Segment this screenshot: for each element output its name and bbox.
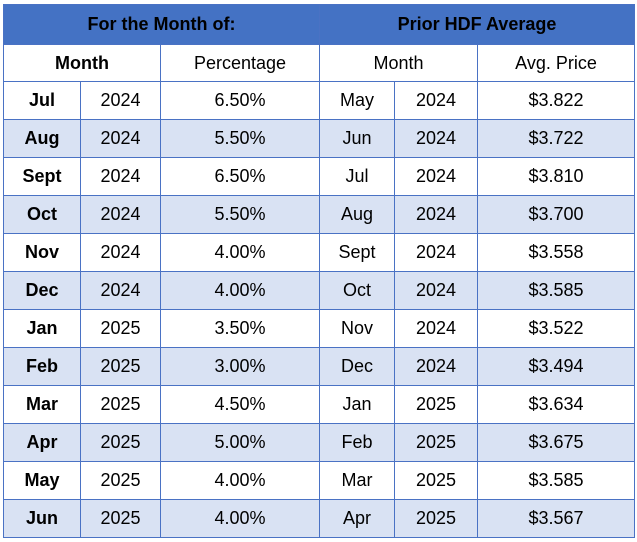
avg-price-cell: $3.585 <box>476 271 636 310</box>
prior-year-cell: 2024 <box>394 119 478 158</box>
banner-row: For the Month of: Prior HDF Average <box>3 4 636 45</box>
percentage-cell: 5.50% <box>160 195 320 234</box>
banner-right-title: Prior HDF Average <box>318 4 636 45</box>
header-percentage: Percentage <box>160 44 320 82</box>
percentage-cell: 5.50% <box>160 119 320 158</box>
prior-year-cell: 2024 <box>394 195 478 234</box>
prior-year-cell: 2024 <box>394 233 478 272</box>
month-cell: Mar <box>3 385 81 424</box>
percentage-cell: 4.00% <box>160 499 320 538</box>
column-header-row: Month Percentage Month Avg. Price <box>3 44 636 82</box>
prior-year-cell: 2025 <box>394 385 478 424</box>
year-cell: 2025 <box>80 499 161 538</box>
prior-year-cell: 2025 <box>394 461 478 500</box>
percentage-cell: 6.50% <box>160 81 320 120</box>
avg-price-cell: $3.822 <box>476 81 636 120</box>
year-cell: 2024 <box>80 233 161 272</box>
percentage-cell: 6.50% <box>160 157 320 196</box>
year-cell: 2024 <box>80 195 161 234</box>
percentage-cell: 4.00% <box>160 271 320 310</box>
table-row: Jan 2025 3.50% Nov 2024 $3.522 <box>3 309 636 348</box>
prior-month-cell: Jan <box>319 385 395 424</box>
year-cell: 2025 <box>80 423 161 462</box>
avg-price-cell: $3.810 <box>476 157 636 196</box>
percentage-cell: 4.50% <box>160 385 320 424</box>
header-month-right: Month <box>319 44 478 82</box>
percentage-cell: 4.00% <box>160 461 320 500</box>
table-row: Dec 2024 4.00% Oct 2024 $3.585 <box>3 271 636 310</box>
year-cell: 2024 <box>80 157 161 196</box>
avg-price-cell: $3.634 <box>476 385 636 424</box>
table-row: May 2025 4.00% Mar 2025 $3.585 <box>3 461 636 500</box>
prior-year-cell: 2025 <box>394 423 478 462</box>
prior-month-cell: Sept <box>319 233 395 272</box>
table-row: Aug 2024 5.50% Jun 2024 $3.722 <box>3 119 636 158</box>
year-cell: 2025 <box>80 461 161 500</box>
avg-price-cell: $3.700 <box>476 195 636 234</box>
banner-left-title: For the Month of: <box>3 4 320 45</box>
header-month-left: Month <box>3 44 161 82</box>
hdf-price-table: For the Month of: Prior HDF Average Mont… <box>3 4 636 538</box>
prior-year-cell: 2024 <box>394 81 478 120</box>
month-cell: Apr <box>3 423 81 462</box>
year-cell: 2024 <box>80 119 161 158</box>
prior-year-cell: 2024 <box>394 271 478 310</box>
year-cell: 2025 <box>80 385 161 424</box>
table-row: Oct 2024 5.50% Aug 2024 $3.700 <box>3 195 636 234</box>
prior-year-cell: 2024 <box>394 309 478 348</box>
month-cell: Oct <box>3 195 81 234</box>
avg-price-cell: $3.522 <box>476 309 636 348</box>
prior-month-cell: Nov <box>319 309 395 348</box>
prior-month-cell: Jul <box>319 157 395 196</box>
percentage-cell: 5.00% <box>160 423 320 462</box>
month-cell: Jun <box>3 499 81 538</box>
prior-year-cell: 2024 <box>394 157 478 196</box>
prior-month-cell: Feb <box>319 423 395 462</box>
month-cell: Dec <box>3 271 81 310</box>
month-cell: Jan <box>3 309 81 348</box>
year-cell: 2024 <box>80 271 161 310</box>
month-cell: Aug <box>3 119 81 158</box>
month-cell: Sept <box>3 157 81 196</box>
prior-month-cell: May <box>319 81 395 120</box>
month-cell: Nov <box>3 233 81 272</box>
prior-month-cell: Aug <box>319 195 395 234</box>
month-cell: May <box>3 461 81 500</box>
prior-month-cell: Apr <box>319 499 395 538</box>
percentage-cell: 3.50% <box>160 309 320 348</box>
prior-year-cell: 2025 <box>394 499 478 538</box>
table-row: Sept 2024 6.50% Jul 2024 $3.810 <box>3 157 636 196</box>
avg-price-cell: $3.722 <box>476 119 636 158</box>
table-row: Jul 2024 6.50% May 2024 $3.822 <box>3 81 636 120</box>
year-cell: 2025 <box>80 347 161 386</box>
month-cell: Jul <box>3 81 81 120</box>
avg-price-cell: $3.585 <box>476 461 636 500</box>
header-avg-price: Avg. Price <box>476 44 636 82</box>
prior-month-cell: Oct <box>319 271 395 310</box>
prior-year-cell: 2024 <box>394 347 478 386</box>
year-cell: 2024 <box>80 81 161 120</box>
prior-month-cell: Dec <box>319 347 395 386</box>
prior-month-cell: Mar <box>319 461 395 500</box>
table-row: Feb 2025 3.00% Dec 2024 $3.494 <box>3 347 636 386</box>
year-cell: 2025 <box>80 309 161 348</box>
avg-price-cell: $3.567 <box>476 499 636 538</box>
percentage-cell: 3.00% <box>160 347 320 386</box>
table-row: Jun 2025 4.00% Apr 2025 $3.567 <box>3 499 636 538</box>
avg-price-cell: $3.494 <box>476 347 636 386</box>
table-row: Nov 2024 4.00% Sept 2024 $3.558 <box>3 233 636 272</box>
table-row: Mar 2025 4.50% Jan 2025 $3.634 <box>3 385 636 424</box>
percentage-cell: 4.00% <box>160 233 320 272</box>
avg-price-cell: $3.558 <box>476 233 636 272</box>
avg-price-cell: $3.675 <box>476 423 636 462</box>
month-cell: Feb <box>3 347 81 386</box>
prior-month-cell: Jun <box>319 119 395 158</box>
table-row: Apr 2025 5.00% Feb 2025 $3.675 <box>3 423 636 462</box>
